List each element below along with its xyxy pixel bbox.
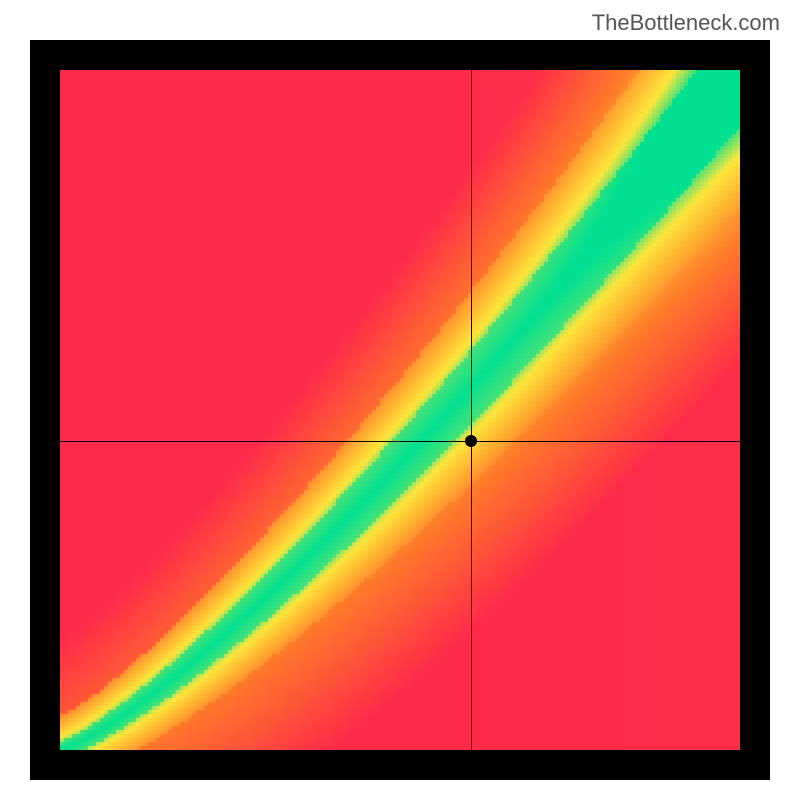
root: TheBottleneck.com bbox=[0, 0, 800, 800]
crosshair-horizontal bbox=[60, 441, 740, 442]
crosshair-vertical bbox=[471, 70, 472, 750]
marker-dot bbox=[465, 435, 477, 447]
heatmap-canvas bbox=[60, 70, 740, 750]
watermark-text: TheBottleneck.com bbox=[592, 10, 780, 36]
plot-border bbox=[30, 40, 770, 780]
plot-area bbox=[60, 70, 740, 750]
